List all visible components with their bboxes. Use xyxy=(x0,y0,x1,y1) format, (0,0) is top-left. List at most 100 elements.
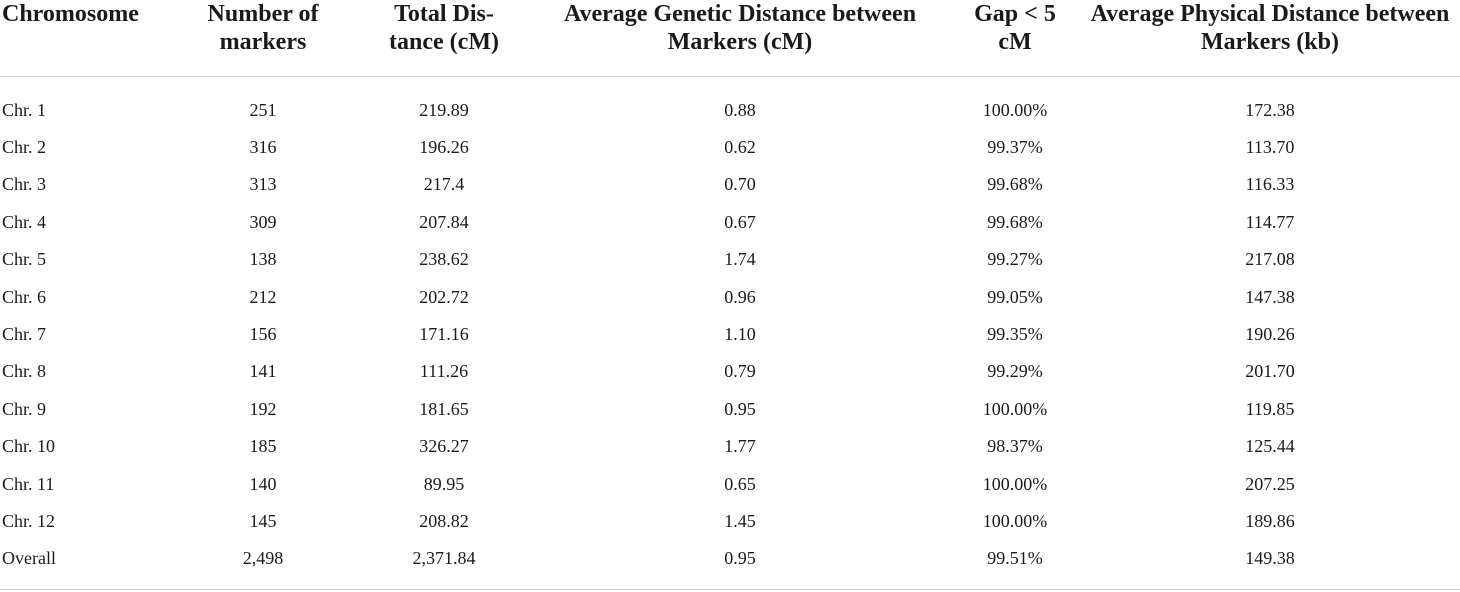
cell-total-distance: 171.16 xyxy=(419,324,469,345)
cell-gap: 99.05% xyxy=(987,286,1043,307)
cell-chromosome: Chr. 4 xyxy=(2,211,47,232)
header-average-physical-distance: Average Physical Distance between Marker… xyxy=(1080,0,1460,77)
cell-gap: 99.51% xyxy=(950,539,1080,591)
cell-average-physical-distance: 189.86 xyxy=(1245,510,1295,531)
header-total-distance-line-2: tance (cM) xyxy=(389,29,499,55)
table-row: Chr. 12 145 208.82 1.45 100.00% 189.86 xyxy=(0,502,1460,539)
table-row: Chr. 2 316 196.26 0.62 99.37% 113.70 xyxy=(0,128,1460,165)
cell-gap: 99.68% xyxy=(987,174,1043,195)
cell-average-genetic-distance: 0.79 xyxy=(724,361,756,382)
table-row: Chr. 4 309 207.84 0.67 99.68% 114.77 xyxy=(0,203,1460,240)
cell-average-physical-distance: 119.85 xyxy=(1245,398,1295,419)
cell-average-physical-distance: 114.77 xyxy=(1245,211,1295,232)
table-body: Chr. 1 251 219.89 0.88 100.00% 172.38 Chr. 2 31… xyxy=(0,77,1460,591)
cell-chromosome: Chr. 12 xyxy=(2,510,56,531)
cell-gap: 99.35% xyxy=(987,324,1043,345)
table-row: Chr. 1 251 219.89 0.88 100.00% 172.38 xyxy=(0,77,1460,129)
cell-average-genetic-distance: 0.70 xyxy=(724,174,756,195)
cell-chromosome: Chr. 6 xyxy=(2,286,47,307)
header-number-of-markers-line-2: markers xyxy=(219,29,307,55)
cell-number-of-markers: 192 xyxy=(249,398,277,419)
cell-gap: 100.00% xyxy=(982,398,1048,419)
table-header: Chromosome Number of markers Total Dis- … xyxy=(0,0,1460,77)
cell-average-physical-distance: 116.33 xyxy=(1245,174,1295,195)
cell-total-distance: 238.62 xyxy=(419,249,469,270)
cell-total-distance: 89.95 xyxy=(423,473,465,494)
cell-gap: 98.37% xyxy=(987,436,1043,457)
cell-gap: 99.27% xyxy=(987,249,1043,270)
table-row: Overall 2,498 2,371.84 0.95 99.51% 149.38 xyxy=(0,539,1460,591)
cell-chromosome: Chr. 1 xyxy=(2,99,47,120)
cell-number-of-markers: 185 xyxy=(249,436,277,457)
header-row: Chromosome Number of markers Total Dis- … xyxy=(0,0,1460,77)
cell-number-of-markers: 313 xyxy=(249,174,277,195)
cell-total-distance: 2,371.84 xyxy=(358,539,530,591)
cell-total-distance: 208.82 xyxy=(419,510,469,531)
cell-number-of-markers: 141 xyxy=(249,361,277,382)
cell-total-distance: 202.72 xyxy=(419,286,469,307)
header-chromosome-line-1: Chromosome xyxy=(2,1,139,27)
cell-average-genetic-distance: 0.62 xyxy=(724,137,756,158)
table-row: Chr. 6 212 202.72 0.96 99.05% 147.38 xyxy=(0,278,1460,315)
cell-gap: 99.37% xyxy=(987,137,1043,158)
cell-average-genetic-distance: 0.95 xyxy=(530,539,950,591)
table-row: Chr. 7 156 171.16 1.10 99.35% 190.26 xyxy=(0,315,1460,352)
cell-average-genetic-distance: 1.74 xyxy=(724,249,756,270)
header-gap: Gap < 5 cM xyxy=(950,0,1080,77)
cell-number-of-markers: 138 xyxy=(249,249,277,270)
header-chromosome: Chromosome xyxy=(0,0,168,77)
cell-total-distance: 181.65 xyxy=(419,398,469,419)
cell-average-genetic-distance: 1.77 xyxy=(724,436,756,457)
cell-gap: 100.00% xyxy=(982,99,1048,120)
header-total-distance: Total Dis- tance (cM) xyxy=(358,0,530,77)
cell-average-genetic-distance: 1.10 xyxy=(724,324,756,345)
cell-chromosome: Chr. 5 xyxy=(2,249,47,270)
cell-chromosome: Chr. 3 xyxy=(2,174,47,195)
cell-average-physical-distance: 217.08 xyxy=(1245,249,1295,270)
table-row: Chr. 9 192 181.65 0.95 100.00% 119.85 xyxy=(0,390,1460,427)
cell-chromosome: Chr. 8 xyxy=(2,361,47,382)
cell-gap: 99.29% xyxy=(987,361,1043,382)
cell-total-distance: 219.89 xyxy=(419,99,469,120)
cell-average-physical-distance: 172.38 xyxy=(1245,99,1295,120)
header-gap-line-2: cM xyxy=(998,29,1032,55)
table-row: Chr. 11 140 89.95 0.65 100.00% 207.25 xyxy=(0,465,1460,502)
header-number-of-markers-line-1: Number of xyxy=(207,1,319,27)
cell-average-genetic-distance: 0.95 xyxy=(724,398,756,419)
cell-average-genetic-distance: 0.65 xyxy=(724,473,756,494)
cell-number-of-markers: 316 xyxy=(249,137,277,158)
cell-number-of-markers: 140 xyxy=(249,473,277,494)
cell-gap: 100.00% xyxy=(982,510,1048,531)
cell-average-physical-distance: 207.25 xyxy=(1245,473,1295,494)
table-row: Chr. 10 185 326.27 1.77 98.37% 125.44 xyxy=(0,428,1460,465)
cell-chromosome: Chr. 2 xyxy=(2,137,47,158)
cell-total-distance: 326.27 xyxy=(419,436,469,457)
header-average-genetic-distance-line-1: Average Genetic Distance between xyxy=(563,1,917,27)
header-average-physical-distance-line-2: Markers (kb) xyxy=(1201,29,1339,55)
cell-average-genetic-distance: 0.96 xyxy=(724,286,756,307)
cell-number-of-markers: 212 xyxy=(249,286,277,307)
cell-total-distance: 111.26 xyxy=(419,361,469,382)
cell-average-physical-distance: 190.26 xyxy=(1245,324,1295,345)
cell-average-genetic-distance: 0.67 xyxy=(724,211,756,232)
cell-number-of-markers: 2,498 xyxy=(168,539,358,591)
header-average-genetic-distance-line-2: Markers (cM) xyxy=(667,29,813,55)
cell-gap: 100.00% xyxy=(982,473,1048,494)
cell-number-of-markers: 309 xyxy=(249,211,277,232)
cell-chromosome: Chr. 10 xyxy=(2,436,56,457)
cell-average-genetic-distance: 1.45 xyxy=(724,510,756,531)
table-row: Chr. 5 138 238.62 1.74 99.27% 217.08 xyxy=(0,241,1460,278)
cell-total-distance: 207.84 xyxy=(419,211,469,232)
cell-chromosome: Overall xyxy=(0,539,168,591)
header-average-genetic-distance: Average Genetic Distance between Markers… xyxy=(530,0,950,77)
cell-average-physical-distance: 149.38 xyxy=(1080,539,1460,591)
header-gap-line-1: Gap < 5 xyxy=(974,1,1056,27)
cell-gap: 99.68% xyxy=(987,211,1043,232)
cell-average-physical-distance: 201.70 xyxy=(1245,361,1295,382)
header-average-physical-distance-line-1: Average Physical Distance between xyxy=(1090,1,1450,27)
cell-average-physical-distance: 147.38 xyxy=(1245,286,1295,307)
cell-average-genetic-distance: 0.88 xyxy=(724,99,756,120)
cell-chromosome: Chr. 7 xyxy=(2,324,47,345)
